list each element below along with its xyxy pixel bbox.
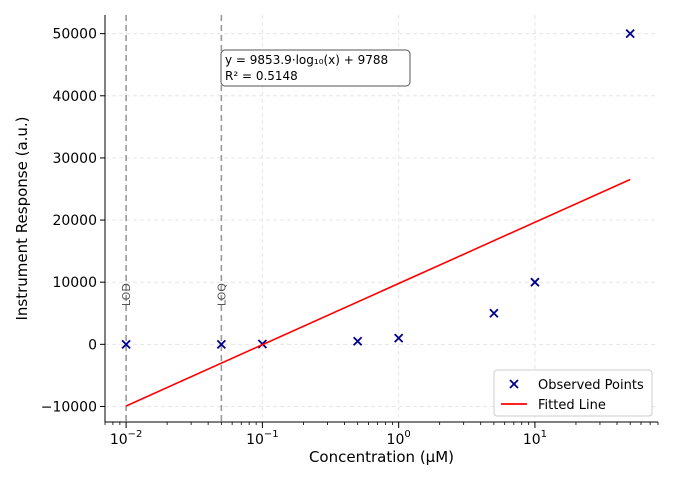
vline-label-lod: LOD [120, 283, 133, 306]
data-point-stroke [352, 336, 363, 346]
data-point-stroke [530, 277, 540, 287]
legend: Observed Points Fitted Line [493, 369, 653, 417]
fit-equation-frame [220, 49, 411, 87]
data-point-stroke [625, 29, 635, 39]
y-tick-label: 30000 [52, 151, 97, 167]
fitted-line [125, 178, 631, 407]
tick-labels: 50000 40000 30000 20000 10000 0 −10000 10−2 10−1… [41, 27, 547, 448]
fit-equation: y = 9853.9·log₁₀(x) + 9788 [225, 53, 388, 67]
data-point [625, 29, 635, 39]
fit-equation-box: y = 9853.9·log₁₀(x) + 9788 R² = 0.5148 [220, 49, 411, 87]
x-tick-label: 101 [523, 429, 547, 448]
y-tick-label: 0 [88, 337, 97, 353]
plot-series [121, 29, 635, 407]
data-point [489, 308, 499, 318]
legend-marker-observed [509, 379, 519, 389]
y-tick-label: 40000 [52, 89, 97, 105]
legend-marker-stroke [509, 379, 519, 389]
x-tick-label: 10−2 [110, 429, 143, 448]
y-tick-label: 20000 [52, 213, 97, 229]
data-point-stroke [489, 308, 499, 318]
x-tick-label: 100 [387, 429, 411, 448]
x-tick-label: 10−1 [246, 429, 279, 448]
y-tick-label: −10000 [41, 399, 97, 415]
data-point-stroke [121, 339, 131, 349]
legend-label-fitted: Fitted Line [538, 398, 606, 413]
y-axis-label: Instrument Response (a.u.) [13, 116, 31, 320]
legend-label-observed: Observed Points [538, 378, 644, 393]
y-tick-label: 50000 [52, 27, 97, 43]
data-point [530, 277, 540, 287]
vline-label-loq: LOQ [215, 283, 228, 306]
legend-frame [493, 369, 653, 417]
data-point [121, 339, 131, 349]
data-point-stroke [216, 339, 226, 349]
fit-r-squared: R² = 0.5148 [225, 69, 298, 83]
axes [100, 15, 659, 428]
grid-lines [105, 15, 658, 422]
data-point [216, 339, 226, 349]
y-tick-label: 10000 [52, 275, 97, 291]
x-axis-label: Concentration (µM) [309, 448, 454, 466]
reference-lines: LOD LOQ [120, 15, 228, 422]
data-point [352, 336, 363, 346]
data-point [394, 333, 404, 343]
data-point-stroke [394, 333, 404, 343]
